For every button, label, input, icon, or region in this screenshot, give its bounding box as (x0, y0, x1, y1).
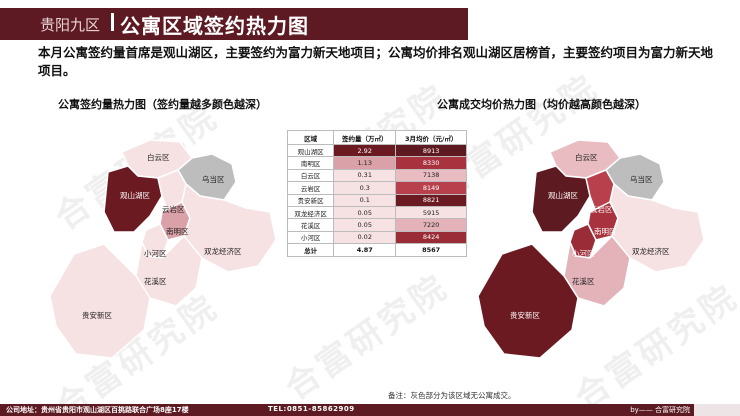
header-divider (111, 13, 114, 31)
table-cell-volume: 0.1 (333, 193, 397, 207)
table-total-label: 总计 (286, 243, 335, 257)
table-header-region: 区域 (286, 130, 335, 145)
table-cell-region: 贵安新区 (286, 193, 335, 207)
table-cell-region: 双龙经济区 (286, 205, 335, 220)
table-cell-price: 8913 (395, 143, 467, 158)
footer-brand: by—— 合富研究院 (630, 406, 690, 414)
table-cell-volume: 0.3 (333, 181, 397, 195)
table-row: 白云区 0.31 7138 (286, 168, 467, 183)
table-header-row: 区域 签约量（万㎡） 3月均价（元/㎡） (286, 130, 467, 145)
table-row: 观山湖区 2.92 8913 (286, 143, 467, 158)
table-cell-region: 花溪区 (286, 218, 335, 232)
note-text: 备注：灰色部分为该区域无公寓成交。 (388, 391, 516, 400)
region-label-shuanglong: 双龙经济区 (204, 246, 242, 256)
region-label-shuanglong: 双龙经济区 (632, 246, 670, 256)
table-cell-volume: 0.05 (333, 205, 397, 220)
page-title: 公寓区域签约热力图 (120, 14, 309, 38)
region-label-yunyan: 云岩区 (590, 204, 613, 214)
footer-strip (694, 404, 740, 416)
region-label-xiaohe: 小河区 (144, 249, 167, 258)
table-cell-volume: 0.31 (333, 168, 397, 183)
watermark: 合富研究院 (277, 266, 457, 409)
table-cell-volume: 0.02 (333, 230, 397, 245)
table-cell-price: 7138 (395, 168, 467, 183)
table-row: 南明区 1.13 8330 (286, 156, 467, 170)
region-shape-guian (49, 243, 151, 359)
footer-tel: TEL:0851-85862909 (268, 405, 355, 413)
region-label-guanshanhu: 观山湖区 (120, 190, 150, 200)
region-label-nanming: 南明区 (166, 226, 189, 236)
region-label-nanming: 南明区 (594, 226, 617, 236)
table-row: 贵安新区 0.1 8821 (286, 193, 467, 207)
table-row: 小河区 0.02 8424 (286, 230, 467, 245)
region-label-baiyun: 白云区 (147, 152, 170, 162)
table-cell-price: 8821 (395, 193, 467, 207)
table-cell-price: 8330 (395, 156, 467, 170)
summary-text: 本月公寓签约量首席是观山湖区，主要签约为富力新天地项目；公寓均价排名观山湖区居榜… (38, 45, 714, 78)
table-header-price: 3月均价（元/㎡） (395, 130, 467, 145)
table-cell-price: 8149 (395, 181, 467, 195)
region-label-huaxi: 花溪区 (572, 276, 595, 286)
table-row: 云岩区 0.3 8149 (286, 181, 467, 195)
region-label-wudang: 乌当区 (630, 174, 653, 184)
table-cell-volume: 0.05 (333, 218, 397, 232)
header-subtitle: 贵阳九区 (40, 16, 101, 34)
footer-address: 公司地址：贵州省贵阳市观山湖区百挑路联合广场8座17楼 (6, 406, 189, 414)
table-cell-price: 5915 (395, 205, 467, 220)
region-shape-shuanglong (181, 182, 277, 273)
table-row: 花溪区 0.05 7220 (286, 218, 467, 232)
region-label-guian: 贵安新区 (510, 310, 540, 320)
table-cell-region: 云岩区 (286, 181, 335, 195)
region-label-guanshanhu: 观山湖区 (548, 190, 578, 200)
left-map-title: 公寓签约量热力图（签约量越多颜色越深） (58, 98, 267, 111)
region-label-guian: 贵安新区 (82, 310, 112, 320)
region-shape-guanshanhu (103, 165, 163, 233)
table-cell-region: 白云区 (286, 168, 335, 183)
region-shape-guanshanhu (531, 165, 591, 233)
region-label-xiaohe: 小河区 (572, 249, 595, 258)
table-cell-price: 7220 (395, 218, 467, 232)
header-bar (0, 8, 468, 40)
region-label-yunyan: 云岩区 (162, 204, 185, 214)
region-shape-guian (477, 243, 579, 359)
table-cell-region: 观山湖区 (286, 143, 335, 158)
table-total-price: 8567 (395, 243, 467, 257)
volume-heat-map: 白云区 乌当区 观山湖区 云岩区 南明区 小河区 双龙经济区 花溪区 贵安新区 (49, 139, 277, 359)
region-label-huaxi: 花溪区 (144, 276, 167, 286)
data-table: 区域 签约量（万㎡） 3月均价（元/㎡） 观山湖区 2.92 8913 南明区 1.13… (286, 130, 467, 257)
table-cell-volume: 1.13 (333, 156, 397, 170)
table-cell-region: 小河区 (286, 230, 335, 245)
region-label-wudang: 乌当区 (202, 174, 225, 184)
region-label-baiyun: 白云区 (575, 152, 598, 162)
footer-bar: 公司地址：贵州省贵阳市观山湖区百挑路联合广场8座17楼 TEL:0851-858… (0, 404, 740, 416)
table-cell-price: 8424 (395, 230, 467, 245)
table-body: 观山湖区 2.92 8913 南明区 1.13 8330 白云区 0.31 7138 云岩区 0.3… (286, 143, 467, 257)
right-map-title: 公寓成交均价热力图（均价越高颜色越深） (437, 98, 646, 111)
table-row: 双龙经济区 0.05 5915 (286, 205, 467, 220)
region-shape-shuanglong (609, 182, 705, 273)
table-header-volume: 签约量（万㎡） (333, 130, 397, 145)
price-heat-map: 白云区 乌当区 观山湖区 云岩区 南明区 小河区 双龙经济区 花溪区 贵安新区 (477, 139, 705, 359)
table-total-volume: 4.87 (333, 243, 397, 257)
table-cell-volume: 2.92 (333, 143, 397, 158)
table-cell-region: 南明区 (286, 156, 335, 170)
table-total-row: 总计 4.87 8567 (286, 243, 467, 257)
